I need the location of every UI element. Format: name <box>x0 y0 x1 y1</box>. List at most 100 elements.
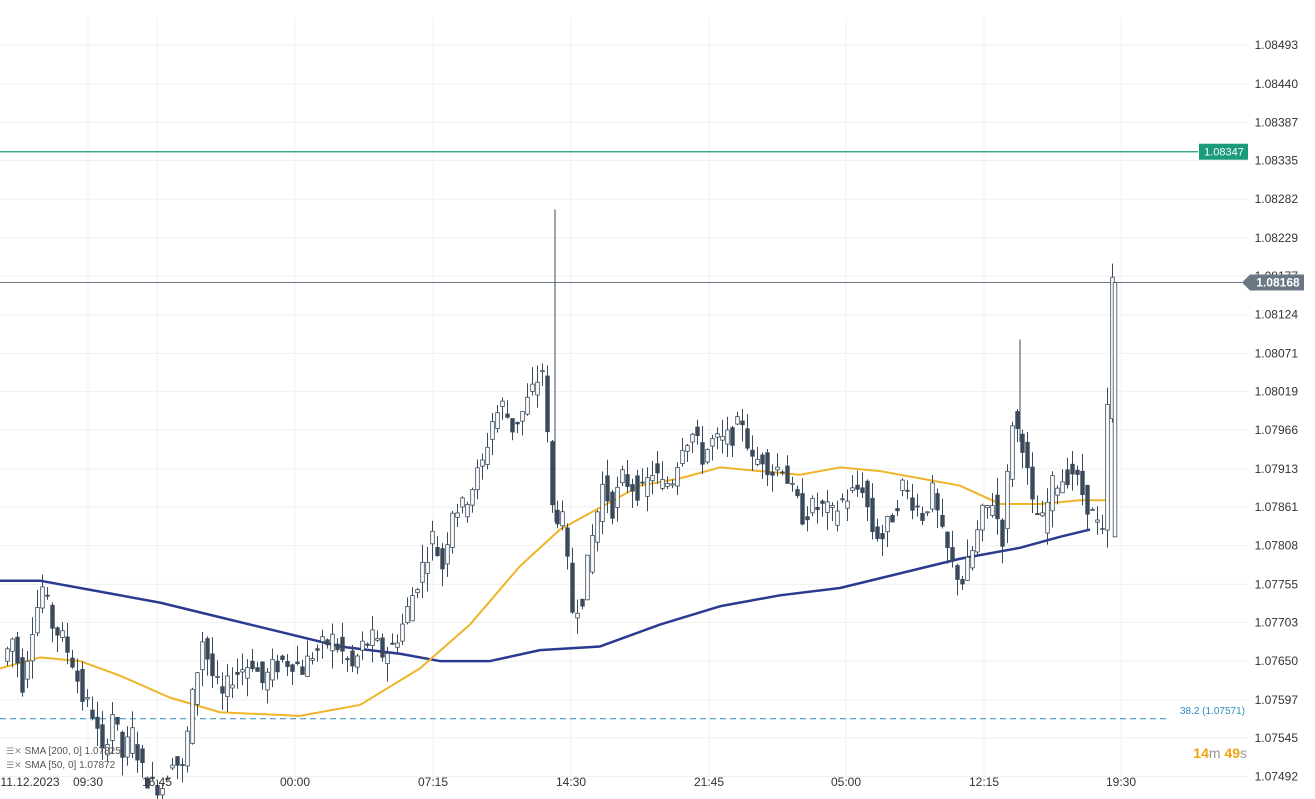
candle-body <box>785 465 790 484</box>
y-tick-label: 1.08071 <box>1255 346 1299 360</box>
candle-body <box>940 515 945 527</box>
candle-body <box>105 744 110 756</box>
sma50-line <box>0 466 1110 717</box>
candle-body <box>440 548 445 570</box>
candle-body <box>960 579 965 585</box>
candle-body <box>1100 528 1105 530</box>
candle-body <box>75 670 80 682</box>
candle-body <box>595 511 600 543</box>
y-tick-label: 1.08282 <box>1255 192 1299 206</box>
candle-body <box>620 469 625 484</box>
candle-body <box>270 659 275 681</box>
candle-body <box>745 428 750 449</box>
candle-body <box>220 686 225 694</box>
candle-body <box>845 500 850 509</box>
candle-body <box>305 655 310 677</box>
legend-sma50[interactable]: ☰✕ SMA [50, 0] 1.07872 <box>6 760 115 771</box>
candle-body <box>1025 441 1030 469</box>
candle-body <box>525 396 530 415</box>
candle-body <box>1075 469 1080 475</box>
candle-body <box>645 477 650 497</box>
y-tick-label: 1.07545 <box>1255 731 1299 745</box>
candle-body <box>800 493 805 525</box>
candle-body <box>850 487 855 492</box>
candle-body <box>420 561 425 583</box>
candle-body <box>225 675 230 698</box>
candle-body <box>535 381 540 396</box>
candle-body <box>360 640 365 651</box>
x-tick-label: 05:00 <box>831 775 861 789</box>
y-tick-label: 1.08124 <box>1255 308 1299 322</box>
candle-body <box>890 515 895 523</box>
candle-body <box>325 639 330 646</box>
candle-body <box>415 589 420 594</box>
candle-body <box>945 531 950 549</box>
candle-body <box>880 533 885 540</box>
candle-body <box>340 636 345 652</box>
candle-body <box>260 661 265 684</box>
candle-timer: 14m 49s <box>1193 745 1247 761</box>
candle-body <box>665 482 670 487</box>
resistance-badge-label: 1.08347 <box>1204 147 1244 159</box>
candle-body <box>1010 425 1015 480</box>
candle-body <box>15 636 20 664</box>
candle-body <box>810 497 815 514</box>
legend-sma200[interactable]: ☰✕ SMA [200, 0] 1.07825 <box>6 746 121 757</box>
candle-body <box>60 630 65 638</box>
price-badges: 1.08347 1.08168 <box>1199 143 1304 291</box>
candle-body <box>585 554 590 601</box>
candle-body <box>990 505 995 516</box>
candle-body <box>1080 470 1085 495</box>
candle-body <box>45 594 50 597</box>
candle-body <box>655 463 660 474</box>
candle-body <box>855 484 860 490</box>
candle-body <box>670 483 675 486</box>
candle-body <box>680 450 685 465</box>
candle-body <box>765 452 770 476</box>
candle-body <box>445 544 450 565</box>
candle-body <box>300 666 305 675</box>
x-tick-label: 11.12.2023 <box>0 775 59 789</box>
candle-body <box>10 638 15 652</box>
candle-body <box>1070 463 1075 475</box>
candle-body <box>335 643 340 651</box>
candle-body <box>70 657 75 668</box>
candle-body <box>560 511 565 527</box>
candle-body <box>275 660 280 673</box>
candle-body <box>920 513 925 521</box>
candle-body <box>885 516 890 533</box>
candle-body <box>195 672 200 705</box>
timer-minutes: 14 <box>1193 745 1209 761</box>
candle-body <box>935 493 940 511</box>
grid <box>0 18 1248 778</box>
candle-body <box>165 778 170 781</box>
candle-body <box>290 664 295 672</box>
y-tick-label: 1.08440 <box>1255 77 1299 91</box>
candle-body <box>610 491 615 519</box>
horizontal-levels <box>0 151 1242 284</box>
candle-body <box>730 427 735 446</box>
legend-settings-icon[interactable]: ☰✕ <box>6 746 22 756</box>
candle-body <box>895 508 900 512</box>
candle-body <box>485 446 490 465</box>
candle-body <box>425 561 430 574</box>
candle-body <box>180 764 185 766</box>
candle-body <box>40 586 45 609</box>
candle-body <box>215 676 220 678</box>
candle-body <box>1060 481 1065 494</box>
moving-averages <box>0 466 1110 717</box>
y-tick-label: 1.07492 <box>1255 770 1299 784</box>
x-tick-label: 12:15 <box>969 775 999 789</box>
x-tick-label: 21:45 <box>694 775 724 789</box>
x-tick-label: 07:15 <box>418 775 448 789</box>
x-tick-label: 16:45 <box>142 775 172 789</box>
candle-body <box>25 660 30 680</box>
candle-body <box>1015 411 1020 429</box>
candle-body <box>590 535 595 573</box>
legend-settings-icon[interactable]: ☰✕ <box>6 760 22 770</box>
candle-body <box>1045 501 1050 534</box>
candle-body <box>870 497 875 533</box>
candle-body <box>905 489 910 492</box>
candle-body <box>265 671 270 691</box>
